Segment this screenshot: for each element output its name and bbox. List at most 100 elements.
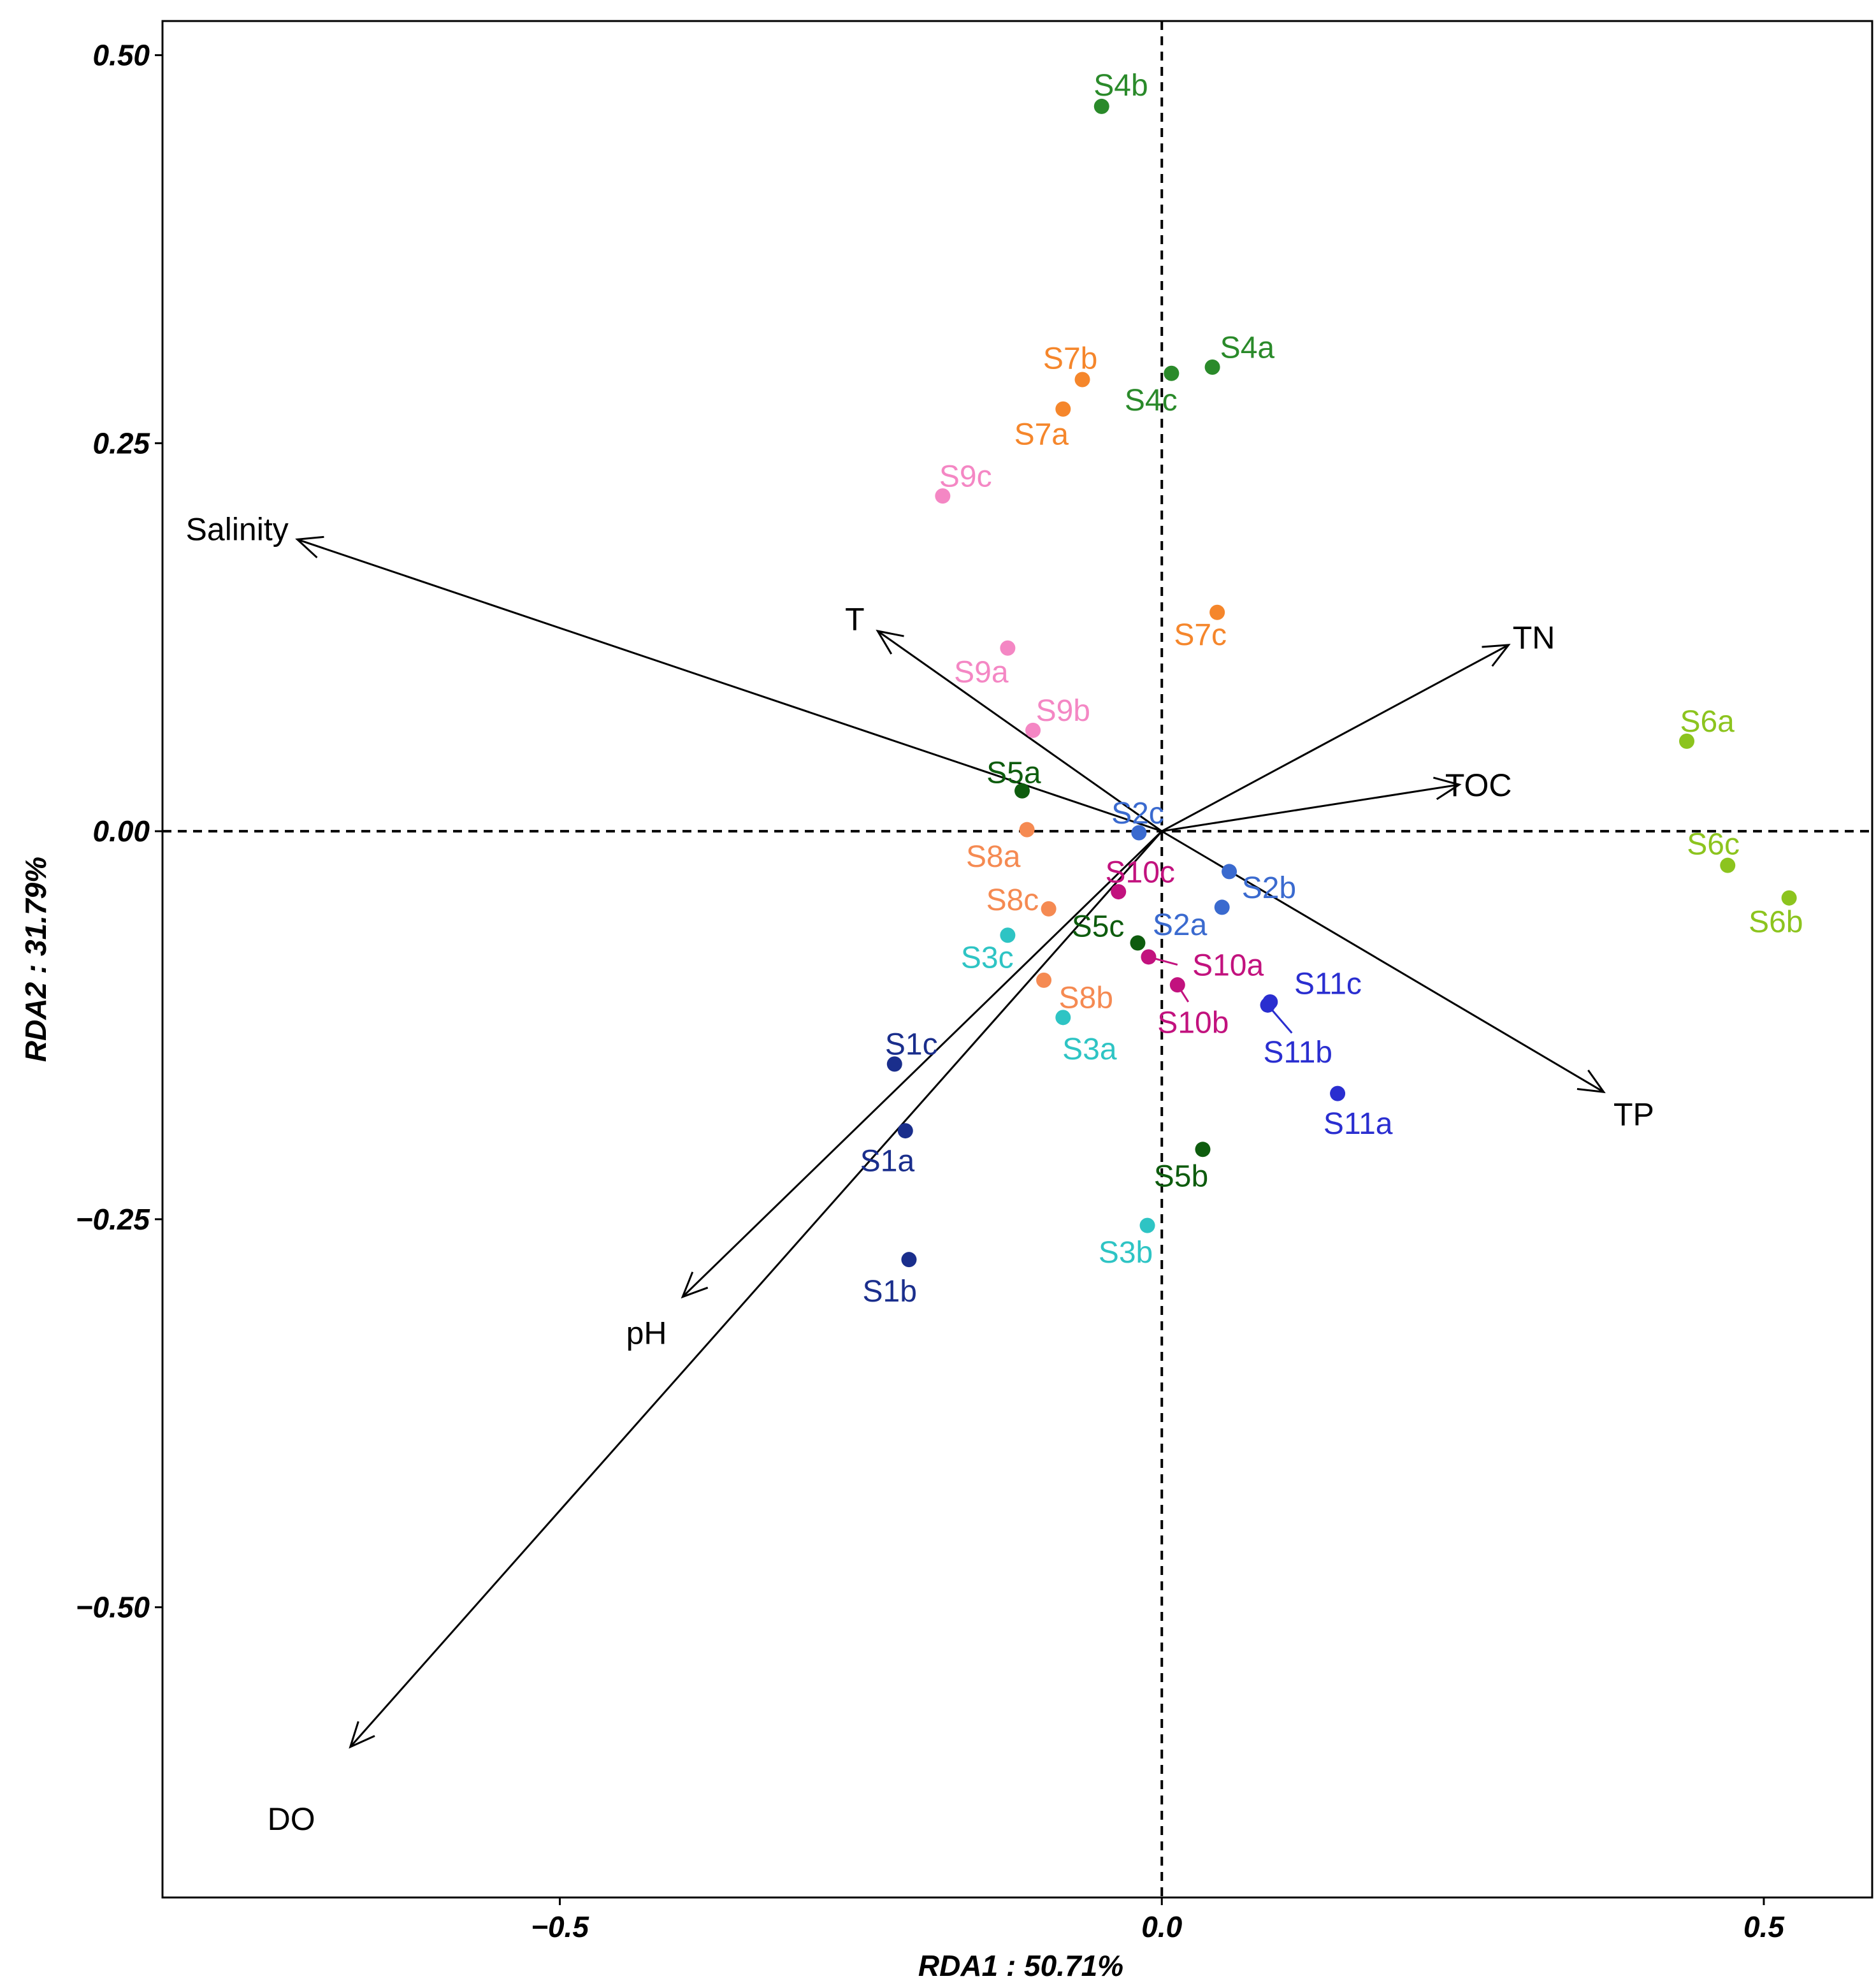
site-label-s5c: S5c	[1072, 910, 1125, 944]
site-label-s9b: S9b	[1036, 694, 1090, 728]
x-axis-title: RDA1 : 50.71%	[918, 1949, 1123, 1982]
x-tick-label: 0.5	[1743, 1910, 1785, 1943]
site-point-s5a	[1014, 783, 1030, 799]
site-label-s1a: S1a	[860, 1144, 915, 1178]
site-label-s1c: S1c	[885, 1028, 938, 1062]
site-point-s6a	[1679, 733, 1695, 749]
site-label-s11a: S11a	[1324, 1107, 1393, 1141]
environmental-vectors: Salinity T TN TOC TP pH DO	[186, 511, 1654, 1837]
site-point-s7a	[1055, 401, 1071, 417]
vector-tn	[1161, 644, 1510, 832]
site-label-s3c: S3c	[961, 941, 1014, 975]
site-point-s9a	[1000, 640, 1016, 656]
y-tick-label: 0.25	[92, 426, 150, 460]
vector-label-tn: TN	[1513, 620, 1555, 656]
site-point-s10c	[1111, 884, 1127, 900]
site-point-s10b	[1169, 977, 1185, 993]
site-point-s11a	[1330, 1085, 1346, 1101]
site-labels: S1a S1b S1c S2a S2b S2c S3a S3b S3c S4a S4b S4c S5a S…	[860, 69, 1803, 1309]
y-tick-label: 0.50	[92, 39, 150, 72]
vector-t	[877, 630, 1163, 832]
site-point-s5c	[1130, 935, 1146, 951]
site-label-s8c: S8c	[986, 883, 1039, 917]
vector-arrowhead	[1577, 1070, 1606, 1094]
site-label-s10a: S10a	[1192, 949, 1264, 983]
site-label-s2b: S2b	[1242, 871, 1296, 905]
site-point-s6b	[1781, 890, 1797, 906]
site-point-s8b	[1036, 972, 1052, 988]
vector-label-t: T	[845, 602, 865, 637]
site-point-s9b	[1025, 722, 1041, 738]
vector-salinity	[297, 538, 1162, 832]
site-point-s7c	[1209, 604, 1225, 620]
y-tick-label: −0.25	[76, 1203, 151, 1236]
site-point-s4a	[1204, 359, 1220, 375]
site-point-s3b	[1139, 1217, 1155, 1233]
site-label-s5a: S5a	[986, 757, 1041, 790]
site-point-s10a	[1141, 949, 1157, 965]
vector-label-toc: TOC	[1445, 767, 1512, 803]
vector-label-ph: pH	[626, 1316, 667, 1351]
axes: −0.5 0.0 0.5 0.50 0.25 0.00 −0.25 −0.50	[76, 39, 1786, 1943]
site-label-s10b: S10b	[1157, 1006, 1229, 1040]
site-point-s4b	[1093, 98, 1109, 114]
site-point-s3c	[1000, 927, 1016, 943]
site-label-s5b: S5b	[1154, 1160, 1208, 1194]
vector-arrowhead	[1482, 644, 1511, 667]
plot-panel	[161, 20, 1873, 1899]
site-label-s2c: S2c	[1111, 797, 1164, 831]
site-label-s3b: S3b	[1099, 1236, 1153, 1270]
site-label-s8b: S8b	[1058, 982, 1113, 1015]
site-point-s1b	[901, 1252, 917, 1268]
site-label-s9a: S9a	[954, 655, 1009, 689]
site-label-s9c: S9c	[939, 460, 992, 493]
site-point-s3a	[1055, 1010, 1071, 1026]
site-label-s4b: S4b	[1093, 69, 1148, 103]
site-point-s1c	[886, 1056, 902, 1072]
site-point-s6c	[1720, 857, 1736, 873]
site-point-s4c	[1164, 365, 1180, 381]
vector-arrowhead	[876, 629, 904, 655]
vector-arrowhead	[1432, 776, 1462, 801]
site-label-s4c: S4c	[1125, 384, 1178, 417]
site-point-s11c	[1262, 994, 1278, 1010]
site-label-s10c: S10c	[1106, 855, 1175, 889]
y-tick-label: −0.50	[76, 1591, 150, 1624]
site-label-s4a: S4a	[1220, 331, 1275, 365]
vector-toc	[1162, 783, 1460, 832]
site-points	[886, 98, 1797, 1268]
x-tick-label: −0.5	[531, 1910, 589, 1943]
vector-do	[349, 831, 1163, 1748]
site-label-s7a: S7a	[1014, 418, 1069, 452]
site-point-s2c	[1131, 825, 1147, 841]
site-label-s3a: S3a	[1062, 1033, 1117, 1066]
site-label-s7c: S7c	[1174, 618, 1227, 652]
site-label-s2a: S2a	[1153, 908, 1208, 942]
vector-label-tp: TP	[1613, 1096, 1654, 1132]
vector-arrowhead	[295, 535, 324, 558]
y-axis-title: RDA2 : 31.79%	[19, 857, 52, 1062]
site-label-s11c: S11c	[1294, 968, 1362, 1001]
site-label-s8a: S8a	[966, 840, 1021, 874]
vector-ph	[682, 831, 1163, 1298]
site-label-s6c: S6c	[1687, 828, 1740, 862]
vector-label-do: DO	[268, 1801, 315, 1837]
site-label-s6a: S6a	[1680, 705, 1735, 739]
site-label-s7b: S7b	[1043, 342, 1097, 375]
site-point-s2a	[1214, 899, 1230, 915]
site-point-s5b	[1195, 1142, 1211, 1157]
vector-arrowhead	[681, 1272, 709, 1299]
site-point-s2b	[1222, 864, 1237, 880]
zero-lines	[162, 21, 1872, 1897]
vector-arrowhead	[349, 1721, 375, 1749]
y-tick-label: 0.00	[92, 815, 150, 848]
site-point-s9c	[935, 488, 951, 504]
site-label-s1b: S1b	[863, 1275, 917, 1309]
site-point-s8a	[1019, 822, 1035, 838]
site-label-s11b: S11b	[1263, 1036, 1332, 1070]
site-point-s7b	[1074, 372, 1090, 388]
site-point-s1a	[897, 1123, 913, 1139]
vector-label-salinity: Salinity	[186, 511, 289, 547]
site-label-s6b: S6b	[1749, 905, 1803, 939]
